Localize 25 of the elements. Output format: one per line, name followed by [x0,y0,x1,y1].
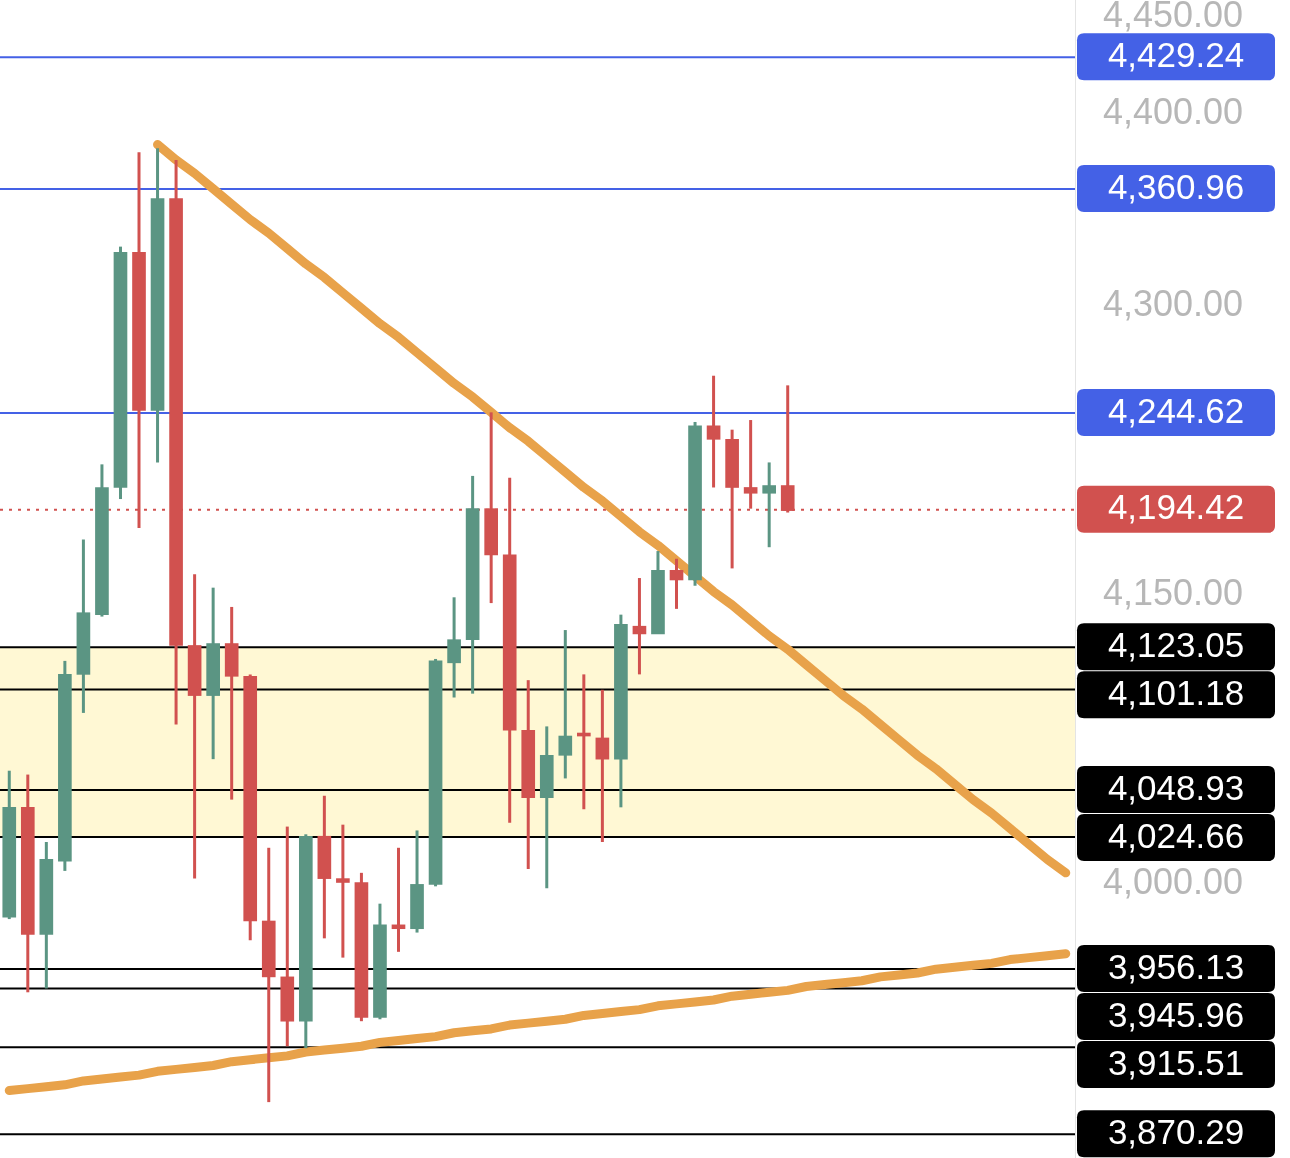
ref-line-label: 4,360.96 [1107,166,1245,206]
candlestick [336,824,350,958]
ref-line-label: 3,945.96 [1107,994,1245,1034]
candlestick [558,630,573,779]
candlestick [632,578,647,675]
ref-line-label: 3,915.51 [1107,1042,1245,1082]
y-tick-label: 4,400.00 [1103,90,1244,132]
ref-line-label: 3,870.29 [1107,1111,1245,1151]
ref-line-label: 4,244.62 [1107,390,1245,430]
candlestick [447,597,461,698]
y-tick-label: 4,000.00 [1103,861,1244,903]
ref-line-label: 4,429.24 [1107,35,1245,74]
ref-line-label: 4,194.42 [1107,487,1245,527]
ref-line-label: 3,956.13 [1107,946,1245,986]
ref-line-label: 4,048.93 [1107,767,1245,807]
ref-line-label: 4,101.18 [1107,672,1245,712]
y-tick-label: 4,150.00 [1103,572,1244,614]
candlestick [595,688,610,843]
candlestick [762,462,777,549]
ref-line-label: 4,024.66 [1107,815,1245,855]
y-tick-label: 4,450.00 [1103,0,1244,36]
y-tick-label: 4,300.00 [1103,283,1244,325]
candlestick [669,557,684,609]
ref-line-label: 4,123.05 [1107,624,1245,664]
candlestick [706,375,721,488]
